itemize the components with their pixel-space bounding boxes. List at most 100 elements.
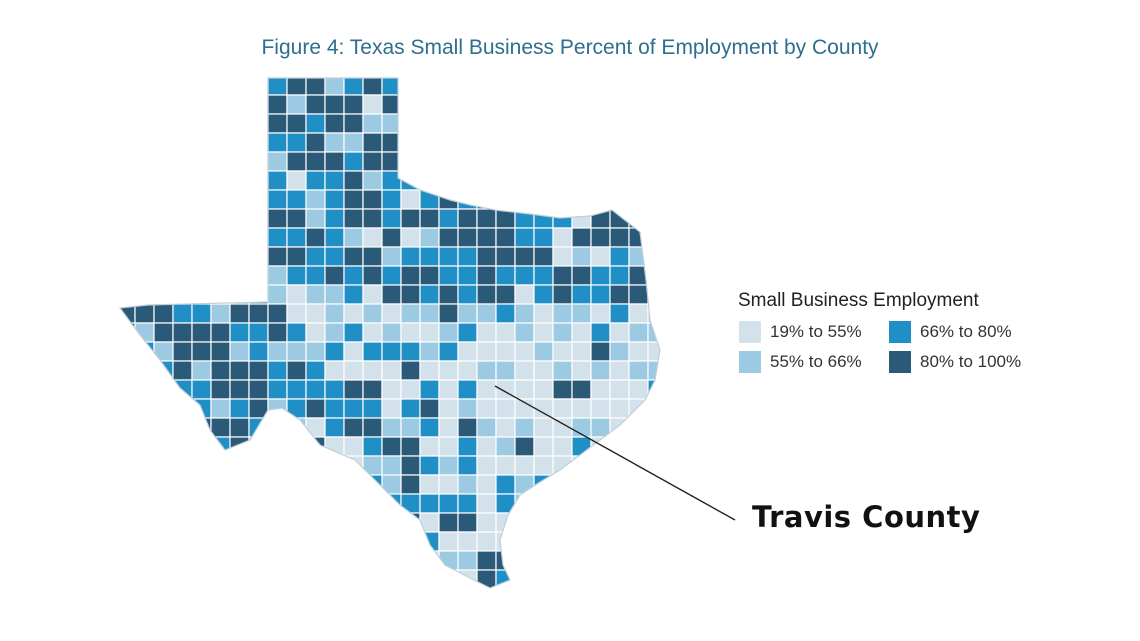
county-cell [381, 227, 402, 248]
county-cell [120, 151, 136, 172]
county-cell [552, 303, 573, 324]
county-cell [552, 227, 573, 248]
county-cell [628, 132, 649, 153]
county-cell [305, 78, 326, 96]
county-cell [514, 189, 535, 210]
county-cell [381, 455, 402, 476]
county-cell [458, 589, 477, 608]
county-cell [153, 94, 174, 115]
county-cell [419, 208, 440, 229]
county-cell [495, 94, 516, 115]
county-cell [210, 493, 231, 514]
county-cell [286, 512, 307, 533]
county-cell [400, 569, 421, 588]
county-cell [400, 151, 421, 172]
county-cell [134, 379, 155, 400]
county-cell [120, 113, 136, 134]
legend-swatch [738, 320, 762, 344]
county-cell [229, 189, 250, 210]
county-cell [191, 227, 212, 248]
county-cell [229, 531, 250, 552]
county-cell [628, 189, 649, 210]
county-cell [609, 284, 630, 305]
county-cell [343, 436, 364, 457]
county-cell [343, 94, 364, 115]
county-cell [438, 398, 459, 419]
county-cell [476, 151, 497, 172]
county-cell [153, 227, 174, 248]
county-cell [120, 170, 136, 191]
county-cell [419, 398, 440, 419]
county-cell [438, 417, 459, 438]
county-cell [533, 417, 554, 438]
county-cell [647, 94, 660, 115]
county-cell [495, 455, 516, 476]
county-cell [590, 455, 611, 476]
county-cell [305, 531, 326, 552]
county-cell [324, 398, 345, 419]
county-cell [191, 132, 212, 153]
county-cell [172, 322, 193, 343]
county-cell [476, 94, 497, 115]
county-cell [438, 360, 459, 381]
county-cell [400, 322, 421, 343]
county-cell [647, 341, 660, 362]
county-cell [552, 341, 573, 362]
county-cell [120, 341, 136, 362]
county-cell [343, 569, 364, 588]
county-cell [134, 284, 155, 305]
county-cell [495, 132, 516, 153]
county-cell [438, 379, 459, 400]
county-cell [647, 208, 660, 229]
county-cell [325, 589, 344, 608]
county-cell [305, 322, 326, 343]
county-cell [343, 284, 364, 305]
county-cell [210, 569, 231, 588]
county-cell [438, 455, 459, 476]
county-cell [172, 208, 193, 229]
county-cell [191, 417, 212, 438]
county-cell [305, 284, 326, 305]
county-cell [552, 398, 573, 419]
county-cell [286, 417, 307, 438]
county-cell [286, 398, 307, 419]
county-cell [533, 493, 554, 514]
county-cell [514, 455, 535, 476]
county-cell [134, 341, 155, 362]
county-cell [514, 227, 535, 248]
county-cell [419, 113, 440, 134]
county-cell [210, 227, 231, 248]
county-cell [609, 208, 630, 229]
county-cell [647, 265, 660, 286]
county-cell [191, 512, 212, 533]
county-cell [324, 455, 345, 476]
county-cell [120, 569, 136, 588]
county-cell [134, 550, 155, 571]
county-cell [267, 512, 288, 533]
county-cell [362, 284, 383, 305]
county-cell [229, 227, 250, 248]
county-cell [362, 398, 383, 419]
county-cell [210, 322, 231, 343]
county-cell [628, 436, 649, 457]
county-cell [476, 170, 497, 191]
county-cell [667, 190, 686, 209]
county-cell [514, 113, 535, 134]
county-cell [609, 417, 630, 438]
county-cell [571, 189, 592, 210]
county-cell [267, 493, 288, 514]
county-cell [324, 512, 345, 533]
county-cell [533, 455, 554, 476]
county-cell [571, 550, 592, 571]
county-cell [153, 265, 174, 286]
county-cell [476, 550, 497, 571]
county-cell [191, 569, 212, 588]
county-cell [476, 341, 497, 362]
county-cell [267, 246, 288, 267]
county-cell [667, 323, 686, 342]
county-cell [457, 360, 478, 381]
county-cell [381, 341, 402, 362]
county-cell [514, 474, 535, 495]
county-cell [172, 455, 193, 476]
county-cell [172, 94, 193, 115]
